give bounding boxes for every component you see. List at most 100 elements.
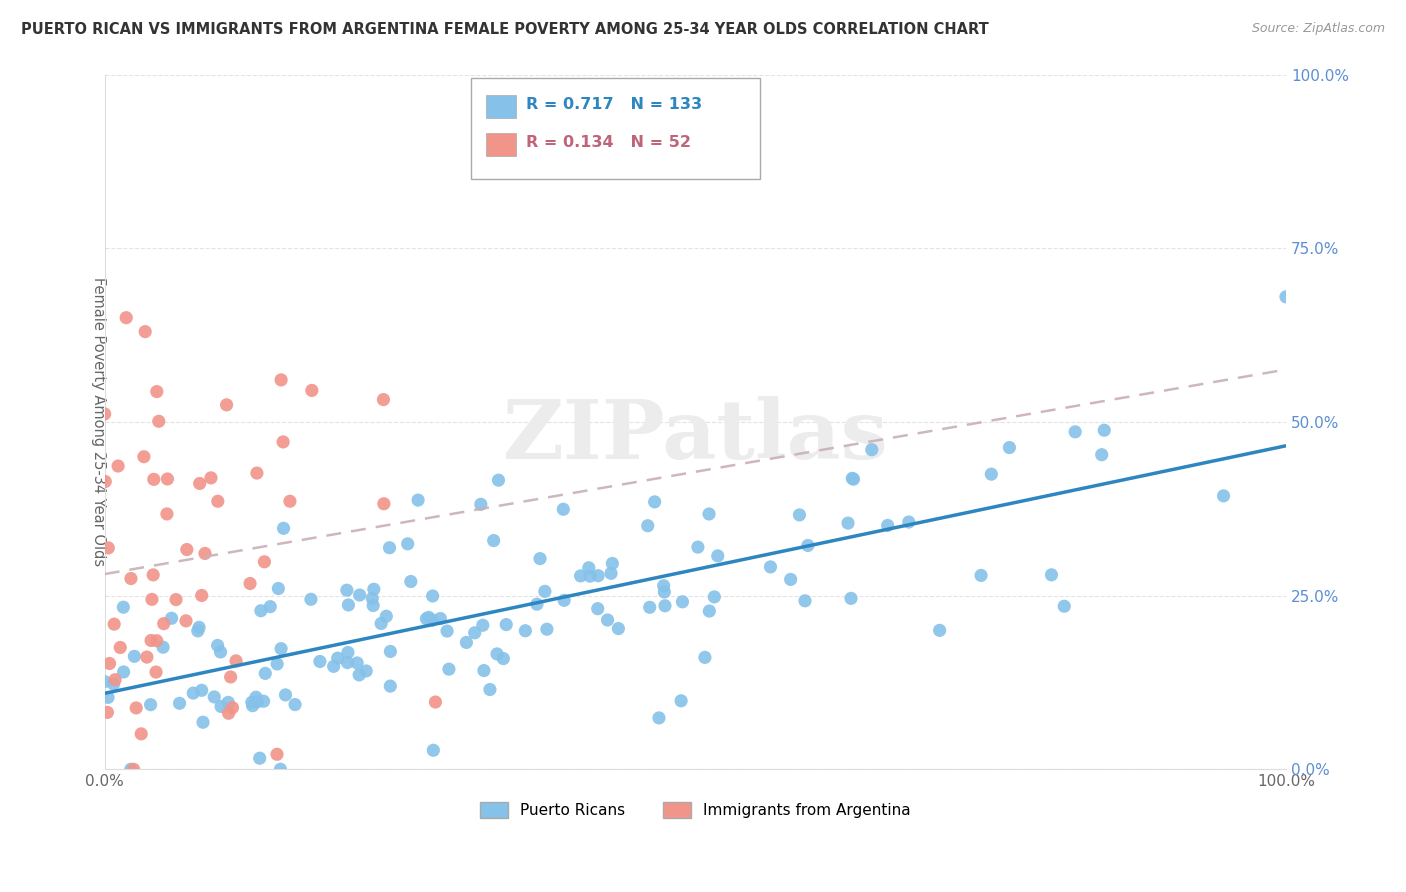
Point (1212, 489, 1234, 503)
Point (472, 664, 495, 678)
Point (759, 560, 782, 574)
Point (794, 594, 817, 608)
Point (553, 593, 575, 607)
Point (569, 569, 592, 583)
Point (273, 521, 295, 535)
Point (693, 650, 716, 665)
Point (373, 392, 395, 407)
Point (242, 698, 264, 713)
Point (482, 533, 505, 548)
Point (797, 539, 820, 553)
Point (337, 598, 360, 612)
Point (436, 624, 458, 638)
Point (669, 694, 692, 708)
Point (837, 516, 859, 530)
Point (586, 601, 609, 615)
Point (176, 542, 198, 557)
Point (596, 613, 619, 627)
Point (103, 617, 125, 632)
Point (1040, 567, 1063, 582)
Point (181, 686, 204, 700)
Y-axis label: Female Poverty Among 25-34 Year Olds: Female Poverty Among 25-34 Year Olds (91, 277, 105, 566)
Point (165, 592, 187, 607)
Text: R = 0.134   N = 52: R = 0.134 N = 52 (526, 135, 692, 150)
Point (326, 651, 349, 665)
Point (191, 715, 214, 730)
Point (363, 582, 385, 597)
Point (124, 649, 146, 664)
Point (488, 473, 510, 487)
Text: ZIPatlas: ZIPatlas (502, 396, 889, 475)
Point (492, 651, 515, 665)
Point (336, 656, 359, 670)
Point (219, 670, 242, 684)
Point (471, 618, 494, 632)
Point (970, 568, 993, 582)
Point (93, 407, 115, 421)
Point (200, 471, 222, 485)
Point (156, 472, 179, 486)
Point (422, 589, 444, 603)
Point (429, 611, 451, 625)
Point (380, 679, 402, 693)
Point (486, 647, 509, 661)
Point (897, 515, 920, 529)
Point (478, 682, 501, 697)
Point (876, 518, 898, 533)
Point (607, 622, 630, 636)
Point (380, 644, 402, 658)
Point (638, 600, 661, 615)
Point (253, 555, 276, 569)
Point (495, 617, 517, 632)
Point (221, 700, 243, 714)
Point (188, 476, 211, 491)
Point (254, 666, 277, 681)
Point (156, 507, 179, 521)
Point (215, 398, 238, 412)
Point (526, 597, 548, 611)
Point (346, 656, 368, 670)
Point (422, 743, 444, 757)
Point (141, 592, 163, 607)
Point (139, 698, 162, 712)
Point (190, 589, 212, 603)
Point (1091, 448, 1114, 462)
Point (145, 665, 167, 679)
Point (97, 690, 120, 705)
Point (207, 639, 229, 653)
Point (152, 616, 174, 631)
Point (354, 664, 377, 678)
Point (361, 591, 384, 606)
Point (190, 683, 212, 698)
Point (274, 688, 297, 702)
Point (553, 502, 575, 516)
Point (160, 611, 183, 625)
Point (301, 384, 323, 398)
Point (112, 665, 135, 679)
Point (529, 551, 551, 566)
Point (652, 579, 675, 593)
Point (239, 576, 262, 591)
Text: R = 0.717   N = 133: R = 0.717 N = 133 (526, 97, 703, 112)
Point (309, 655, 332, 669)
Point (246, 466, 269, 480)
Point (278, 494, 301, 508)
Point (373, 497, 395, 511)
Point (671, 595, 693, 609)
Point (209, 645, 232, 659)
Point (250, 604, 273, 618)
Point (534, 584, 557, 599)
Point (148, 414, 170, 428)
Point (998, 441, 1021, 455)
Bar (486, 95, 516, 118)
Point (284, 698, 307, 712)
Point (94, 475, 117, 489)
Point (270, 641, 292, 656)
Point (218, 706, 240, 721)
Point (194, 546, 217, 560)
Point (586, 568, 609, 582)
Point (188, 620, 211, 634)
Point (860, 442, 883, 457)
Point (120, 762, 142, 776)
Point (375, 609, 398, 624)
